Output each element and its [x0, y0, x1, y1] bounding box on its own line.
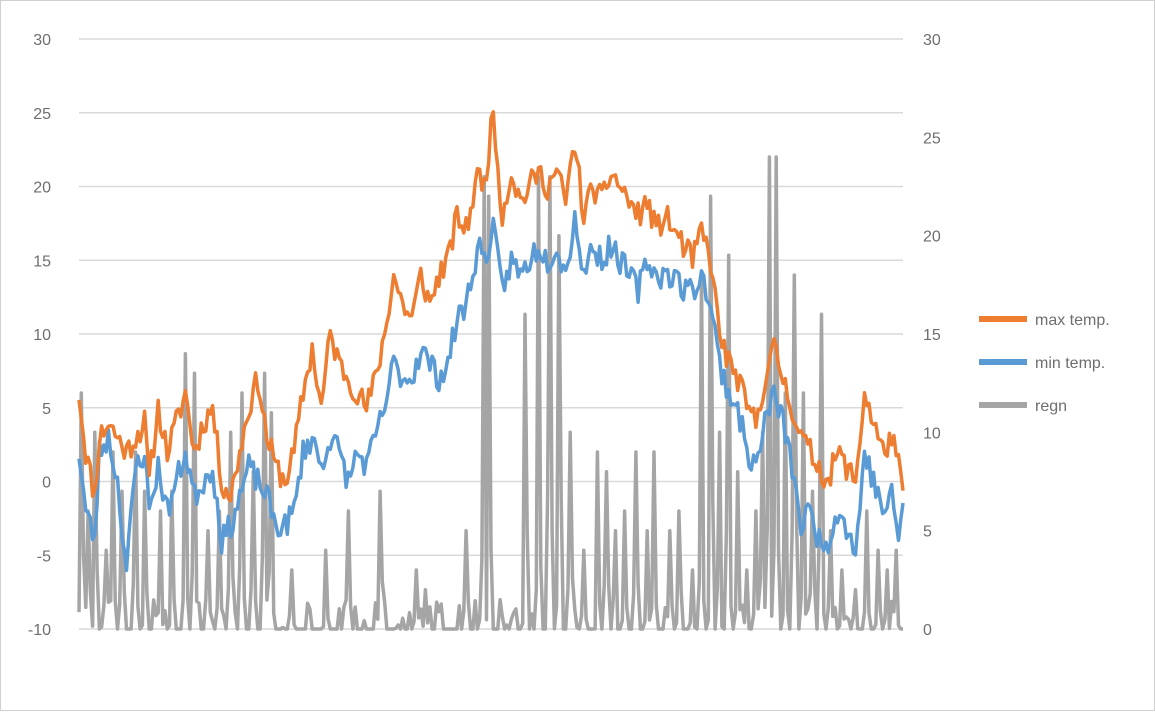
right-tick-label: 30: [923, 32, 941, 49]
series-regn: [77, 155, 903, 631]
left-tick-label: 15: [33, 253, 51, 270]
right-tick-label: 15: [923, 327, 941, 344]
right-tick-label: 5: [923, 524, 932, 541]
legend-label-regn: regn: [1035, 398, 1067, 415]
left-tick-label: 10: [33, 327, 51, 344]
right-tick-label: 25: [923, 130, 941, 147]
left-tick-label: 0: [42, 475, 51, 492]
legend: max temp. min temp. regn: [979, 312, 1110, 415]
right-tick-label: 0: [923, 622, 932, 639]
series-min-temp: [77, 209, 905, 573]
legend-label-max-temp: max temp.: [1035, 312, 1110, 329]
right-tick-label: 10: [923, 425, 941, 442]
left-tick-label: 5: [42, 401, 51, 418]
left-tick-label: 25: [33, 106, 51, 123]
regn-line: [77, 155, 903, 631]
max-temp-line: [77, 110, 905, 503]
legend-item-max-temp: max temp.: [979, 312, 1110, 329]
series-max-temp: [77, 110, 905, 503]
left-tick-label: -5: [37, 548, 51, 565]
legend-item-min-temp: min temp.: [979, 355, 1105, 372]
left-tick-label: 30: [33, 32, 51, 49]
right-tick-label: 20: [923, 229, 941, 246]
legend-item-regn: regn: [979, 398, 1067, 415]
left-tick-label: 20: [33, 180, 51, 197]
left-tick-label: -10: [28, 622, 51, 639]
right-axis-ticks: 0 5 10 15 20 25 30: [923, 32, 941, 639]
min-temp-line: [77, 209, 905, 573]
left-axis-ticks: -10 -5 0 5 10 15 20 25 30: [28, 32, 51, 639]
legend-label-min-temp: min temp.: [1035, 355, 1105, 372]
